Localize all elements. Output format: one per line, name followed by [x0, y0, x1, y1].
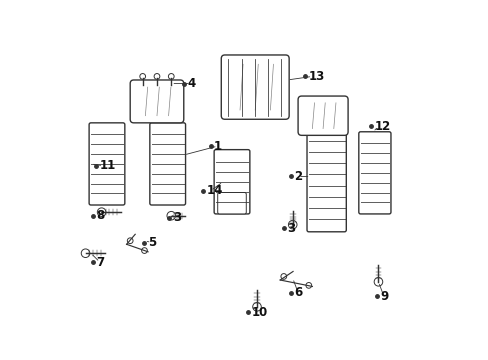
Circle shape	[97, 208, 106, 216]
Text: 8: 8	[96, 209, 104, 222]
FancyBboxPatch shape	[214, 150, 249, 214]
FancyBboxPatch shape	[221, 55, 288, 119]
Text: 10: 10	[251, 306, 267, 319]
Text: 1: 1	[214, 140, 222, 153]
Text: 12: 12	[374, 120, 390, 133]
Text: 13: 13	[308, 70, 325, 83]
Circle shape	[127, 238, 133, 244]
FancyBboxPatch shape	[217, 193, 246, 214]
Circle shape	[281, 274, 286, 279]
FancyBboxPatch shape	[298, 96, 347, 135]
FancyBboxPatch shape	[149, 123, 185, 205]
FancyBboxPatch shape	[130, 80, 183, 123]
Circle shape	[81, 249, 90, 257]
Circle shape	[166, 211, 175, 220]
Circle shape	[288, 220, 296, 229]
FancyBboxPatch shape	[358, 132, 390, 214]
Text: 11: 11	[100, 159, 116, 172]
FancyBboxPatch shape	[89, 123, 124, 205]
Text: 3: 3	[173, 211, 181, 224]
Text: 3: 3	[287, 222, 295, 235]
Circle shape	[142, 248, 147, 253]
Text: 14: 14	[206, 184, 223, 197]
FancyBboxPatch shape	[306, 128, 346, 232]
Text: 6: 6	[294, 286, 302, 299]
Text: 9: 9	[380, 289, 387, 303]
Text: 5: 5	[148, 236, 156, 249]
Circle shape	[305, 283, 311, 288]
Text: 4: 4	[187, 77, 195, 90]
Circle shape	[140, 73, 145, 79]
Circle shape	[373, 278, 382, 286]
Circle shape	[252, 302, 261, 311]
Circle shape	[154, 73, 160, 79]
Text: 7: 7	[96, 256, 104, 269]
Circle shape	[168, 73, 174, 79]
Text: 2: 2	[294, 170, 302, 183]
